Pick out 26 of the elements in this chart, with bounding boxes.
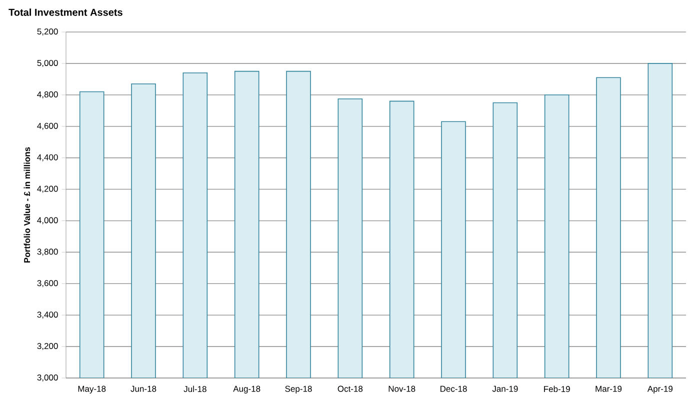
y-tick-label: 3,000 <box>37 374 58 382</box>
x-tick-label: Apr-19 <box>647 386 673 394</box>
x-tick-label: Jun-18 <box>130 386 156 392</box>
x-tick-label: Jul-18 <box>184 386 206 392</box>
y-tick-label: 4,600 <box>37 122 58 130</box>
chart-title: Total Investment Assets <box>8 8 122 16</box>
y-tick-label: 3,400 <box>37 312 58 319</box>
x-tick-label: Nov-18 <box>388 386 416 392</box>
x-tick-label: May-18 <box>78 386 106 394</box>
x-tick-label: Oct-18 <box>338 386 363 392</box>
x-tick-label: Jan-19 <box>492 386 518 392</box>
y-tick-label: 4,000 <box>37 217 58 224</box>
y-tick-label: 3,600 <box>37 280 58 288</box>
y-tick-label: 5,000 <box>37 60 58 67</box>
x-tick-label: Sep-18 <box>285 386 312 394</box>
y-tick-label: 4,200 <box>37 186 58 193</box>
x-tick-label: Mar-19 <box>596 386 622 392</box>
y-tick-label: 3,800 <box>37 248 58 256</box>
y-axis-title: Portfolio Value - £ in millions <box>24 147 30 263</box>
y-tick-label: 4,800 <box>37 91 58 98</box>
x-tick-label: Feb-19 <box>544 386 570 392</box>
x-tick-label: Dec-18 <box>440 386 467 392</box>
y-tick-label: 3,200 <box>37 343 58 350</box>
y-tick-label: 4,400 <box>37 154 58 162</box>
y-tick-label: 5,200 <box>37 28 58 36</box>
x-tick-label: Aug-18 <box>233 386 260 394</box>
